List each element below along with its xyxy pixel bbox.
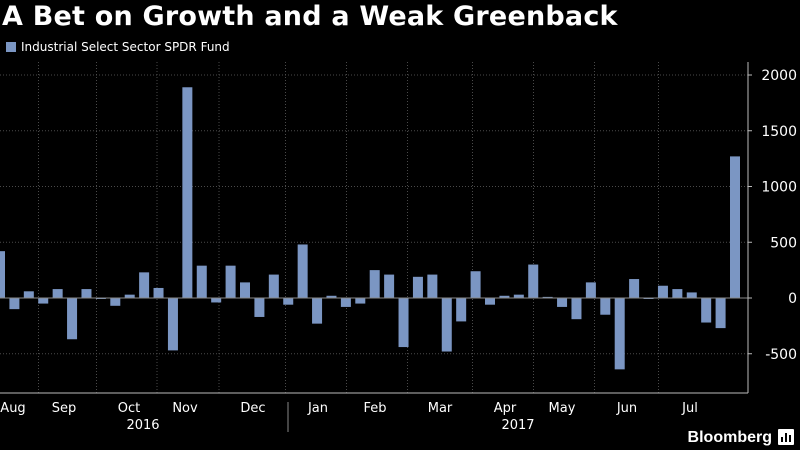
bar	[254, 298, 265, 317]
bar	[211, 298, 222, 303]
bar	[398, 298, 409, 348]
bar	[326, 295, 337, 298]
bar	[81, 289, 92, 298]
bar	[384, 274, 395, 298]
bar	[297, 244, 308, 298]
legend: Industrial Select Sector SPDR Fund	[6, 40, 230, 54]
bar	[124, 294, 135, 298]
bar	[412, 276, 423, 298]
y-tick-label: 1000	[761, 180, 797, 196]
bar	[528, 264, 539, 298]
bar	[167, 298, 178, 351]
bar	[513, 294, 524, 298]
legend-swatch	[6, 42, 16, 52]
bar	[686, 292, 697, 298]
year-label: 2016	[126, 418, 159, 433]
bar	[9, 298, 20, 310]
bar	[52, 289, 63, 298]
bar	[240, 282, 250, 298]
x-tick-label: Apr	[494, 401, 517, 416]
x-tick-label: Jun	[616, 401, 637, 416]
bar	[585, 282, 596, 298]
bar	[456, 298, 467, 322]
bar	[485, 298, 495, 305]
y-tick-label: 0	[788, 291, 797, 307]
bar	[715, 298, 726, 329]
bar	[0, 251, 5, 298]
x-tick-label: Dec	[240, 401, 265, 416]
bar	[139, 272, 150, 298]
bar	[629, 279, 640, 298]
x-tick-label: Oct	[118, 401, 140, 416]
bar	[571, 298, 582, 320]
bar	[657, 285, 668, 298]
bloomberg-chart-icon	[778, 429, 794, 445]
y-tick-label: -500	[765, 347, 797, 363]
x-tick-label: Feb	[363, 401, 386, 416]
bar	[355, 298, 366, 304]
x-tick-label: May	[549, 401, 576, 416]
bar	[268, 274, 279, 298]
bar	[225, 265, 236, 298]
bar	[672, 289, 683, 298]
bar	[196, 265, 207, 298]
bar	[110, 298, 121, 306]
y-tick-label: 1500	[761, 124, 797, 140]
bar	[614, 298, 625, 370]
x-tick-label: Jan	[307, 401, 328, 416]
bar	[153, 287, 164, 298]
chart-title: A Bet on Growth and a Weak Greenback	[2, 1, 618, 32]
bar	[182, 87, 193, 298]
bar	[312, 298, 323, 324]
bloomberg-logo: Bloomberg	[687, 429, 772, 446]
year-label: 2017	[501, 418, 534, 433]
x-tick-label: Jul	[681, 401, 698, 416]
x-tick-label: Nov	[172, 401, 198, 416]
bar	[23, 291, 34, 298]
bar	[730, 156, 740, 298]
bar	[38, 298, 49, 304]
bar	[557, 298, 568, 307]
bar	[427, 274, 438, 298]
bar	[542, 296, 553, 298]
bar	[600, 298, 611, 315]
x-tick-label: Aug	[0, 401, 25, 416]
x-tick-label: Sep	[52, 401, 77, 416]
bar	[441, 298, 452, 352]
bar	[499, 295, 510, 298]
bar	[283, 298, 294, 305]
bar	[470, 271, 481, 298]
bar	[369, 270, 380, 298]
y-tick-label: 2000	[761, 68, 797, 84]
bar	[67, 298, 78, 340]
x-tick-label: Mar	[428, 401, 453, 416]
bar	[701, 298, 712, 323]
legend-label: Industrial Select Sector SPDR Fund	[21, 40, 230, 54]
y-tick-label: 500	[770, 235, 797, 251]
bar	[340, 298, 351, 307]
